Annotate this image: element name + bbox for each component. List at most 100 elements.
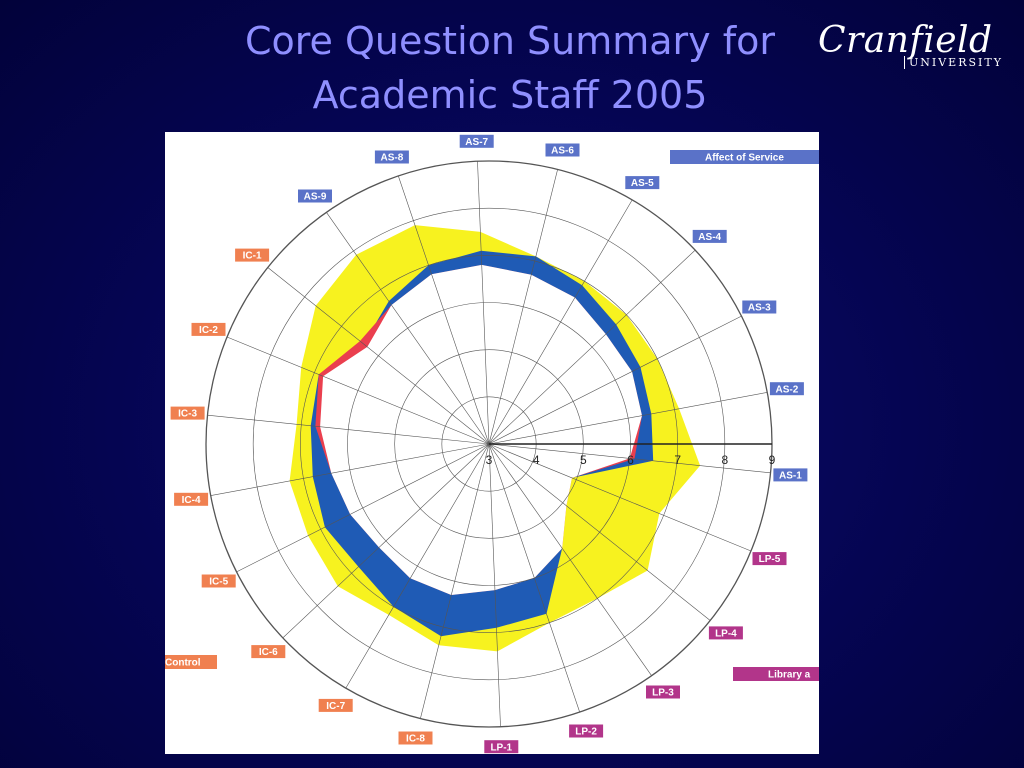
axis-label-badge (374, 150, 409, 164)
axis-label-badge (708, 626, 743, 640)
logo-subtitle: UNIVERSITY (904, 56, 1003, 69)
axis-label-ic-7: IC-7 (318, 698, 353, 712)
axis-label-text: IC-8 (406, 734, 425, 745)
axis-label-lp-2: LP-2 (569, 724, 604, 738)
legend-banner-2: Control (165, 655, 217, 669)
spoke-line (326, 212, 490, 445)
axis-label-text: LP-5 (759, 554, 781, 565)
spoke-line (398, 175, 490, 445)
axis-label-badge (484, 740, 519, 754)
axis-label-badge (191, 322, 226, 336)
spoke-line (420, 443, 490, 719)
axis-label-as-2: AS-2 (769, 382, 804, 396)
axis-label-text: IC-1 (243, 251, 262, 262)
axis-label-as-6: AS-6 (545, 143, 580, 157)
spoke-line (488, 443, 652, 676)
axis-label-badge (235, 248, 270, 262)
axis-label-text: IC-2 (199, 325, 218, 336)
radial-tick-label: 6 (627, 453, 634, 467)
axis-label-text: LP-2 (575, 727, 597, 738)
axis-label-text: AS-9 (304, 192, 327, 203)
legend-text: Affect of Service (705, 153, 784, 164)
axis-label-lp-3: LP-3 (646, 685, 680, 699)
spoke-line (488, 315, 742, 445)
axis-label-text: IC-5 (209, 577, 228, 588)
axis-label-text: LP-3 (652, 688, 674, 699)
axis-label-badge (545, 143, 580, 157)
spoke-line (210, 443, 490, 496)
series-layer (289, 225, 701, 652)
axis-label-text: AS-7 (465, 137, 488, 148)
spoke-line (488, 443, 752, 552)
radar-chart: 3 4 5 6 7 8 9 AS-1 AS-2 AS-3 AS-4 AS-5 AS-6 AS-7 AS-8… (165, 134, 819, 754)
axis-label-as-9: AS-9 (298, 189, 332, 203)
axis-label-badge (769, 382, 804, 396)
title-line-1: Core Question Summary for (244, 19, 776, 63)
axis-label-as-7: AS-7 (459, 134, 494, 148)
axis-label-text: LP-4 (715, 629, 737, 640)
spoke-line (345, 443, 490, 689)
spoke-line (488, 443, 580, 713)
axis-label-ic-8: IC-8 (398, 731, 433, 745)
axis-label-badge (773, 468, 808, 482)
axis-label-as-3: AS-3 (742, 300, 777, 314)
axis-label-text: AS-3 (748, 303, 771, 314)
spoke-line (477, 161, 490, 445)
axis-label-badge (752, 552, 787, 566)
radar-chart-panel: 3 4 5 6 7 8 9 AS-1 AS-2 AS-3 AS-4 AS-5 AS-6 AS-7 AS-8… (165, 132, 819, 754)
axis-label-badge (398, 731, 433, 745)
legend-banner-0: Affect of Service (670, 150, 819, 164)
logo-wordmark: Cranfield (818, 20, 993, 61)
axis-label-text: AS-4 (698, 232, 721, 243)
spoke-line (207, 414, 490, 445)
spoke-line (267, 267, 490, 445)
series-inner-area (320, 264, 642, 595)
spoke-line (236, 443, 490, 573)
axis-label-badge (625, 176, 660, 190)
radial-tick-label: 4 (533, 453, 540, 467)
axis-labels: AS-1 AS-2 AS-3 AS-4 AS-5 AS-6 AS-7 AS-8 AS-9 IC-1… (170, 134, 808, 754)
title-line-2: Academic Staff 2005 (312, 73, 708, 117)
spoke-line (488, 169, 558, 445)
spoke-line (488, 392, 768, 445)
radial-tick-label: 3 (486, 453, 493, 467)
spoke-line (488, 199, 633, 445)
radial-tick-label: 9 (769, 453, 776, 467)
spoke-line (488, 249, 696, 445)
legend-text: Control (165, 658, 201, 669)
axis-label-badge (569, 724, 604, 738)
legend-text: Library a (768, 670, 811, 681)
axis-label-badge (174, 492, 209, 506)
axis-label-badge (742, 300, 777, 314)
axis-label-as-5: AS-5 (625, 176, 660, 190)
axis-label-ic-6: IC-6 (251, 645, 286, 659)
radial-tick-label: 8 (721, 453, 728, 467)
axis-label-text: AS-1 (779, 471, 802, 482)
axis-label-badge (692, 229, 727, 243)
axis-label-lp-4: LP-4 (708, 626, 743, 640)
axis-label-ic-4: IC-4 (174, 492, 209, 506)
axis-label-text: AS-8 (381, 153, 404, 164)
axis-label-as-4: AS-4 (692, 229, 727, 243)
spoke-line (226, 336, 490, 445)
axis-label-as-8: AS-8 (374, 150, 409, 164)
radial-ticks: 3 4 5 6 7 8 9 (486, 453, 776, 467)
axis-label-ic-1: IC-1 (235, 248, 270, 262)
radial-tick-label: 7 (674, 453, 681, 467)
axis-label-as-1: AS-1 (773, 468, 808, 482)
axis-label-ic-5: IC-5 (201, 574, 236, 588)
grid-layer (205, 160, 773, 728)
axis-label-text: IC-6 (259, 647, 278, 658)
legend-banner-1: Library a (733, 667, 819, 681)
axis-label-badge (318, 698, 353, 712)
legend: Affect of Service Library a Control (165, 150, 819, 681)
slide-title: Core Question Summary for Academic Staff… (200, 14, 820, 122)
legend-swatch (165, 655, 217, 669)
axis-label-badge (459, 134, 494, 148)
spoke-line (488, 443, 711, 621)
legend-swatch (733, 667, 819, 681)
axis-label-badge (251, 645, 286, 659)
legend-swatch (670, 150, 819, 164)
spoke-line (282, 443, 490, 639)
axis-label-text: LP-1 (490, 742, 512, 753)
